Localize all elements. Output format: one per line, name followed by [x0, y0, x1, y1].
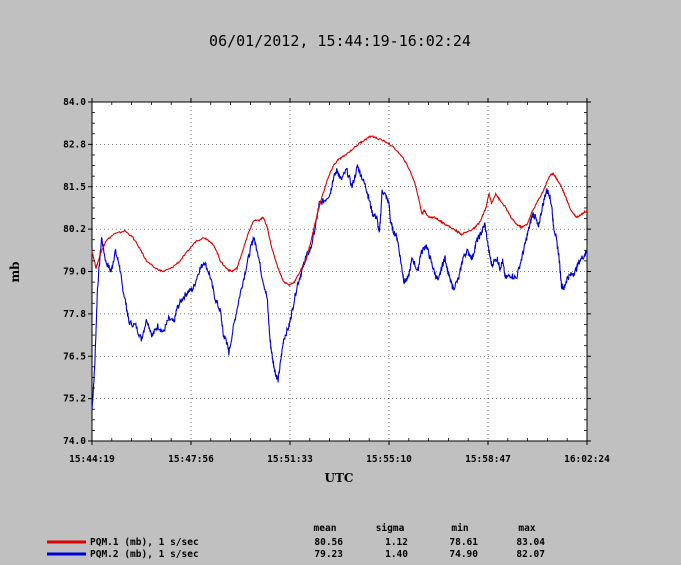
y-tick-label: 75.2 [63, 394, 86, 405]
x-tick-label: 15:58:47 [465, 454, 511, 465]
x-tick-label: 15:55:10 [366, 454, 412, 465]
stats-header: sigma [376, 523, 405, 534]
series-lines [91, 135, 588, 411]
legend-series-name: PQM.2 (mb), 1 s/sec [90, 549, 199, 560]
y-tick-label: 77.8 [63, 309, 86, 320]
x-axis-label: UTC [325, 471, 354, 485]
stats-header: min [451, 523, 468, 534]
plot-area [91, 101, 588, 442]
stats-header: max [518, 523, 535, 534]
stats-value: 74.90 [449, 549, 478, 560]
stats-header: mean [314, 523, 337, 534]
stats-value: 79.23 [314, 549, 343, 560]
stats-value: 83.04 [516, 537, 545, 548]
y-tick-label: 74.0 [63, 436, 86, 447]
stats-value: 1.12 [385, 537, 408, 548]
x-tick-label: 15:44:19 [69, 454, 115, 465]
y-tick-label: 81.5 [63, 182, 86, 193]
series-line [91, 135, 588, 287]
y-axis-ticks: 74.0 75.2 76.5 77.8 79.0 80.2 81.5 82.8 84.0 [63, 97, 591, 447]
x-tick-label: 16:02:24 [564, 454, 610, 465]
x-axis-ticks: 15:44:19 15:47:56 15:51:33 15:55:10 15:58:47… [69, 98, 610, 465]
x-tick-label: 15:51:33 [267, 454, 313, 465]
y-tick-label: 79.0 [63, 267, 86, 278]
series-line [91, 164, 588, 411]
y-tick-label: 76.5 [63, 351, 86, 362]
y-tick-label: 80.2 [63, 224, 86, 235]
x-tick-label: 15:47:56 [168, 454, 214, 465]
stats-value: 80.56 [314, 537, 343, 548]
y-tick-label: 82.8 [63, 139, 86, 150]
stats-value: 82.07 [516, 549, 545, 560]
legend-series-name: PQM.1 (mb), 1 s/sec [90, 537, 199, 548]
legend: mean sigma min max PQM.1 (mb), 1 s/sec 80.56 1… [47, 523, 545, 560]
y-axis-label: mb [8, 261, 22, 282]
chart-title: 06/01/2012, 15:44:19-16:02:24 [209, 32, 471, 50]
y-tick-label: 84.0 [63, 97, 86, 108]
stats-value: 78.61 [449, 537, 478, 548]
stats-value: 1.40 [385, 549, 408, 560]
